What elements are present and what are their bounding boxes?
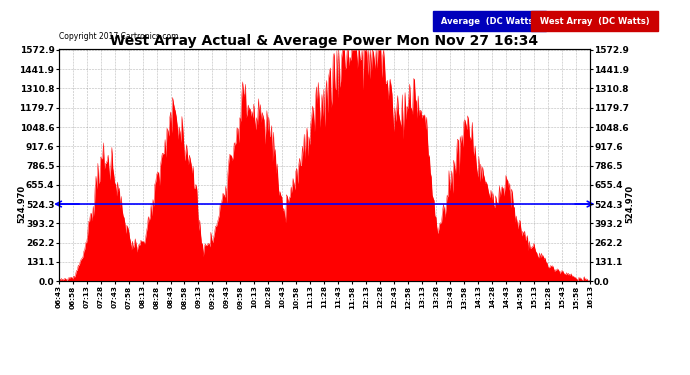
Text: West Array  (DC Watts): West Array (DC Watts) — [537, 17, 652, 26]
Text: 524.970: 524.970 — [625, 185, 634, 223]
Text: Copyright 2017 Cartronics.com: Copyright 2017 Cartronics.com — [59, 32, 178, 41]
Text: 524.970: 524.970 — [17, 185, 26, 223]
Text: Average  (DC Watts): Average (DC Watts) — [438, 17, 540, 26]
Title: West Array Actual & Average Power Mon Nov 27 16:34: West Array Actual & Average Power Mon No… — [110, 34, 538, 48]
